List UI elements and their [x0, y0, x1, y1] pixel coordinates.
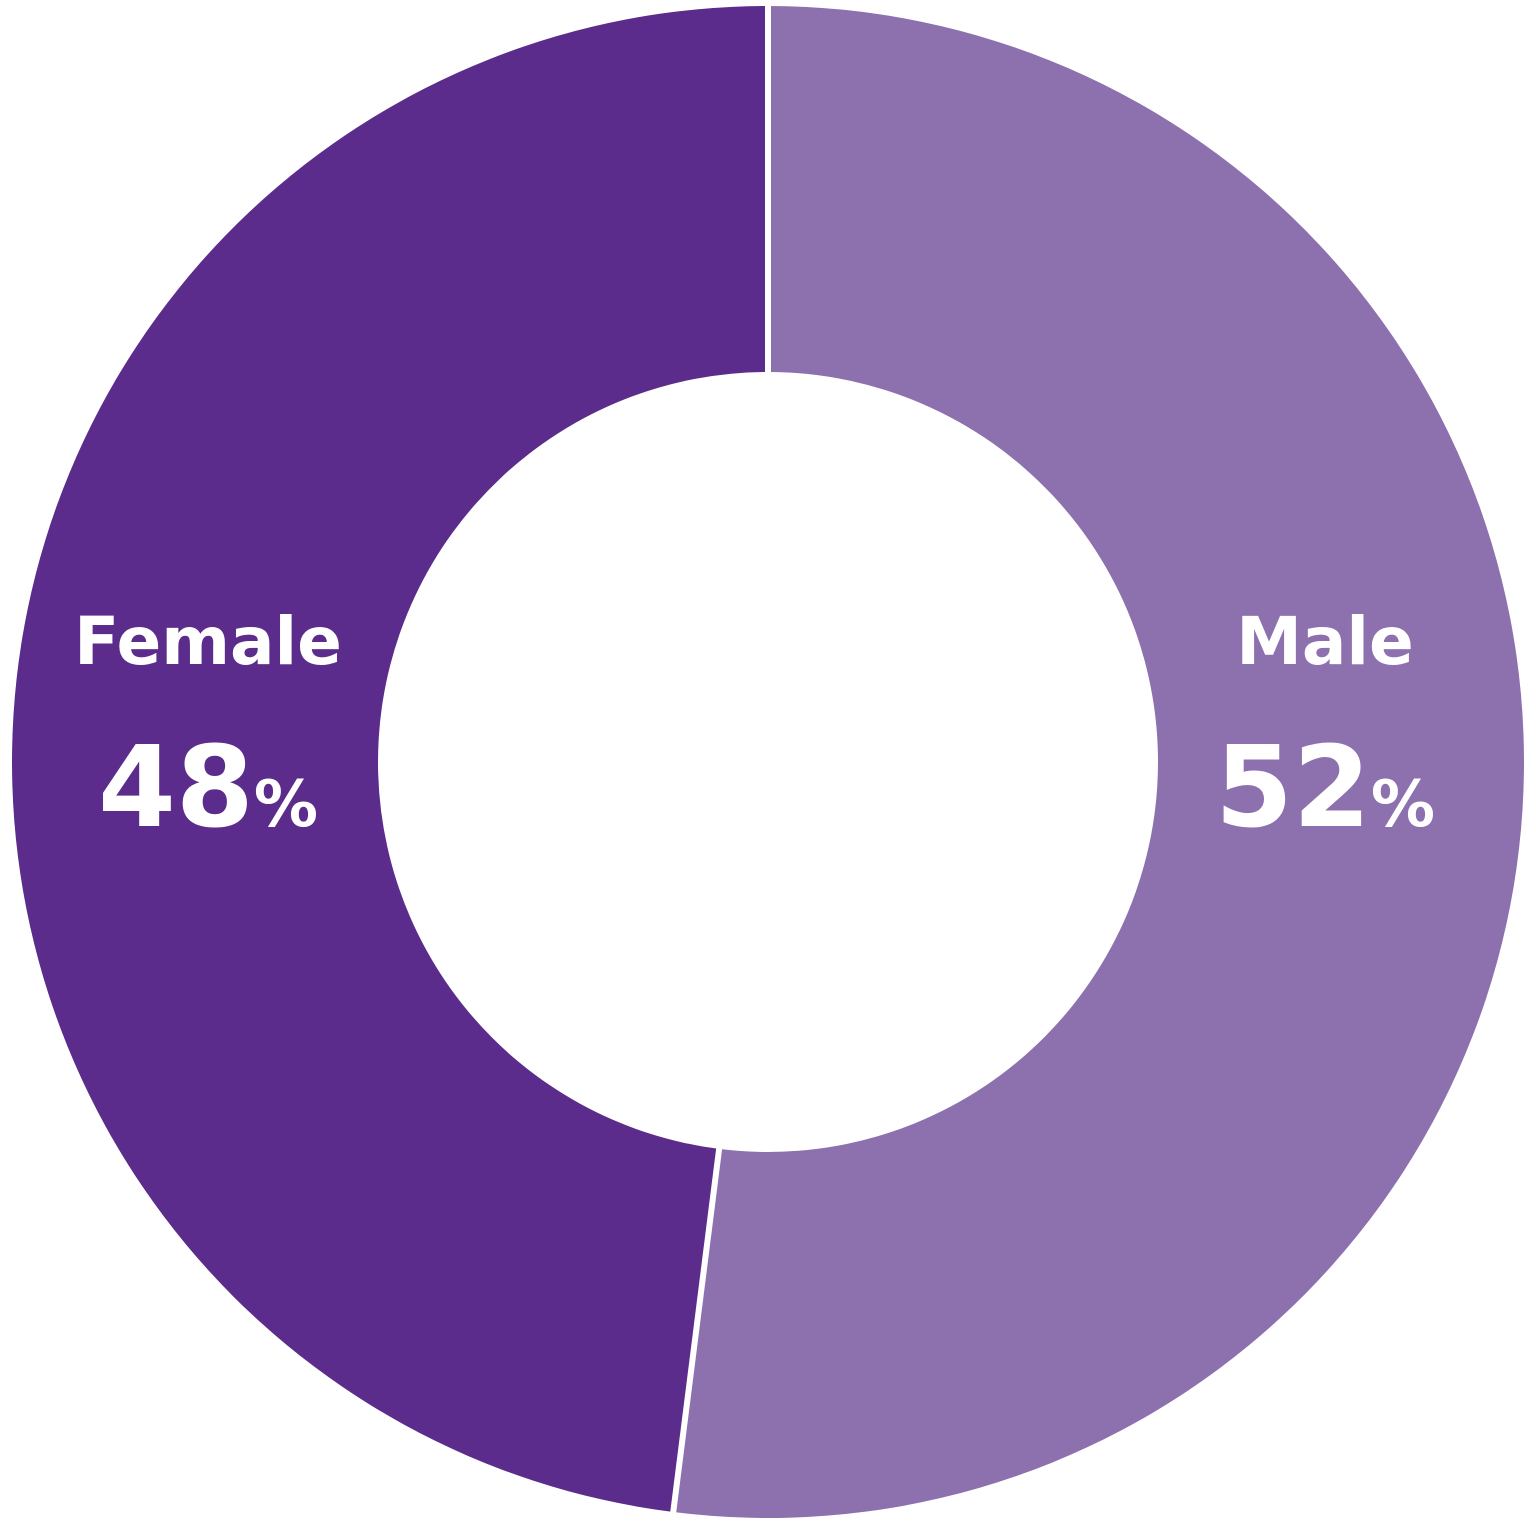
slice-label-female: Female — [74, 603, 342, 680]
slice-value-female: 48% — [98, 723, 318, 853]
slice-value-male: 52% — [1215, 723, 1435, 853]
slice-male — [673, 6, 1525, 1519]
slice-separator — [669, 1144, 723, 1517]
slice-label-male: Male — [1236, 603, 1414, 680]
slice-female — [12, 6, 768, 1513]
